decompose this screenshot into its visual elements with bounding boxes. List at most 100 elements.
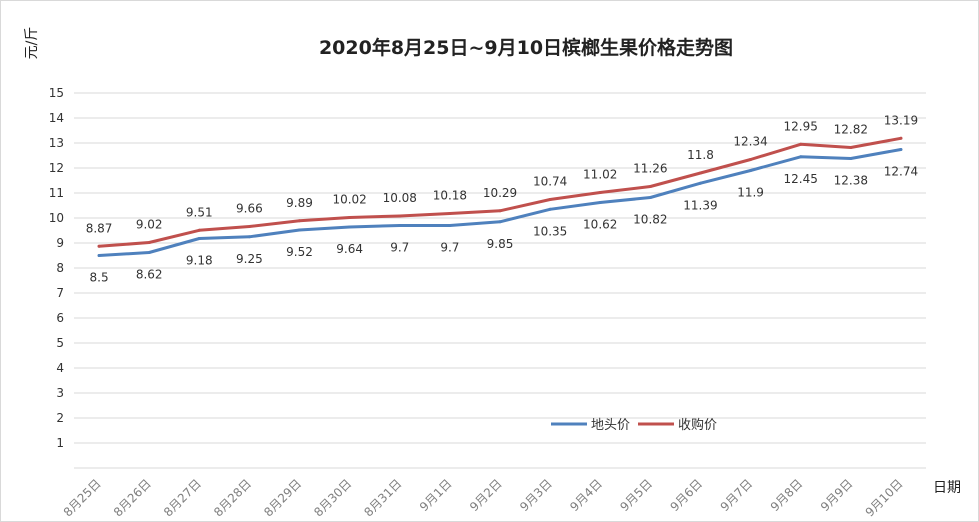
- x-tick-label: 9月5日: [617, 476, 655, 514]
- data-point: [698, 181, 702, 185]
- data-point: [598, 191, 602, 194]
- x-tick-label: 9月10日: [863, 476, 906, 519]
- data-point: [298, 228, 302, 232]
- data-point: [598, 201, 602, 204]
- x-tick-label: 8月26日: [111, 476, 154, 519]
- x-tick-label: 9月8日: [768, 476, 806, 514]
- x-axis-ticks: 8月25日 8月26日 8月27日 8月28日 8月29日 8月30日 8月31日 9月1日 9…: [61, 476, 906, 519]
- data-label: 12.45: [784, 172, 818, 186]
- gridlines: [74, 92, 926, 469]
- data-point: [348, 225, 352, 229]
- data-point: [247, 225, 251, 228]
- data-point: [147, 251, 151, 254]
- data-point: [548, 207, 552, 211]
- data-label: 9.18: [186, 254, 213, 268]
- data-point: [648, 185, 652, 188]
- x-tick-label: 8月30日: [311, 476, 354, 519]
- y-tick-label: 15: [49, 86, 64, 100]
- data-point: [698, 171, 702, 175]
- x-tick-label: 8月28日: [211, 476, 254, 519]
- data-point: [147, 241, 151, 244]
- y-tick-label: 6: [56, 311, 64, 325]
- data-label: 9.25: [236, 252, 263, 266]
- y-tick-label: 4: [56, 361, 64, 375]
- data-label: 9.02: [136, 218, 163, 232]
- y-tick-label: 14: [49, 111, 64, 125]
- x-tick-label: 8月31日: [361, 476, 404, 519]
- x-tick-label: 8月27日: [161, 476, 204, 519]
- data-point: [97, 254, 101, 257]
- data-label: 12.38: [834, 174, 868, 188]
- data-label: 9.66: [236, 202, 263, 216]
- data-point: [749, 169, 753, 172]
- x-tick-label: 9月2日: [467, 476, 505, 514]
- data-label: 8.62: [136, 268, 163, 282]
- data-label: 10.82: [633, 213, 667, 227]
- y-tick-label: 9: [56, 236, 64, 250]
- x-tick-label: 8月29日: [261, 476, 304, 519]
- x-tick-label: 9月7日: [718, 476, 756, 514]
- series-lines: [97, 136, 903, 257]
- y-tick-label: 3: [56, 386, 64, 400]
- x-tick-label: 9月1日: [417, 476, 455, 514]
- y-tick-label: 11: [49, 186, 64, 200]
- data-point: [448, 212, 452, 215]
- data-label: 11.9: [737, 186, 764, 200]
- data-label: 10.62: [583, 218, 617, 232]
- data-label: 13.19: [884, 113, 918, 127]
- data-label: 10.02: [332, 193, 366, 207]
- data-point: [849, 146, 853, 149]
- data-point: [498, 220, 502, 224]
- y-tick-label: 5: [56, 336, 64, 350]
- chart-title: 2020年8月25日~9月10日槟榔生果价格走势图: [319, 36, 733, 59]
- data-point: [398, 214, 402, 218]
- data-point: [97, 244, 101, 248]
- data-point: [298, 219, 302, 223]
- y-tick-label: 1: [56, 436, 64, 450]
- data-label: 8.87: [86, 221, 113, 235]
- y-tick-label: 2: [56, 411, 64, 425]
- data-label: 9.51: [186, 205, 213, 219]
- y-tick-label: 7: [56, 286, 64, 300]
- y-axis-label: 元/斤: [24, 27, 40, 60]
- data-point: [799, 155, 803, 159]
- data-label: 10.08: [383, 191, 417, 205]
- legend-label-shougoujia: 收购价: [678, 417, 717, 433]
- data-label: 11.8: [687, 148, 714, 162]
- y-tick-label: 10: [49, 211, 64, 225]
- y-tick-label: 8: [56, 261, 64, 275]
- data-label: 9.64: [336, 242, 363, 256]
- x-tick-label: 9月9日: [818, 476, 856, 514]
- y-tick-label: 12: [49, 161, 64, 175]
- data-point: [448, 224, 452, 227]
- data-point: [548, 198, 552, 201]
- x-tick-label: 8月25日: [61, 476, 104, 519]
- data-label: 11.26: [633, 162, 667, 176]
- data-label: 11.02: [583, 168, 617, 182]
- x-axis-label: 日期: [933, 480, 961, 496]
- data-label: 9.85: [487, 237, 514, 251]
- y-tick-label: 13: [49, 136, 64, 150]
- data-point: [849, 157, 853, 160]
- data-point: [197, 228, 201, 232]
- x-tick-label: 9月4日: [567, 476, 605, 514]
- x-tick-label: 9月6日: [668, 476, 706, 514]
- data-label: 12.74: [884, 165, 918, 179]
- data-point: [197, 237, 201, 240]
- legend: 地头价 收购价: [551, 417, 717, 433]
- legend-label-ditoujia: 地头价: [591, 418, 630, 433]
- data-label: 10.29: [483, 186, 517, 200]
- data-point: [648, 196, 652, 199]
- data-labels: 8.5 8.62 9.18 9.25 9.52 9.64 9.7 9.7 9.85 10.35 10…: [86, 113, 918, 284]
- data-point: [348, 216, 352, 219]
- data-label: 9.52: [286, 245, 313, 259]
- data-label: 9.7: [390, 241, 409, 255]
- data-label: 9.89: [286, 196, 313, 210]
- x-tick-label: 9月3日: [517, 476, 555, 514]
- data-label: 10.18: [433, 189, 467, 203]
- data-label: 8.5: [90, 271, 109, 285]
- data-label: 12.82: [834, 123, 868, 137]
